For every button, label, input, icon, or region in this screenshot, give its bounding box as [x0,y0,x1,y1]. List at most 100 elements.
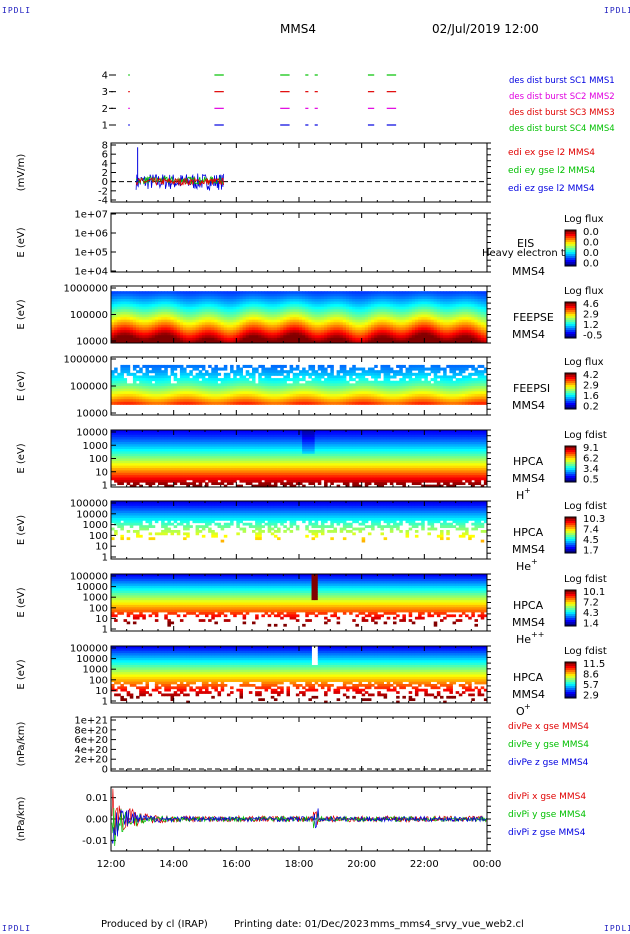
feepsi-cell [364,380,369,384]
feepse-cell [474,317,478,321]
feepsi-cell [273,393,278,397]
feepsi-cell [283,388,287,392]
feepse-cell [299,306,303,310]
feepse-cell [443,327,447,331]
feepse-cell [339,304,344,308]
feepse-cell [371,291,375,295]
feepse-cell [245,309,250,313]
feepse-cell [154,296,159,300]
feepse-cell [239,309,243,313]
feepse-cell [230,309,234,313]
feepse-cell [330,304,334,308]
feepsi-cell [154,370,159,374]
feepse-cell [176,314,181,318]
feepse-cell [383,309,388,313]
feepse-cell [367,337,372,341]
feepsi-cell [145,370,149,374]
feepse-cell [123,332,128,336]
feepsi-cell [205,396,209,400]
feepse-cell [223,296,228,300]
hpca_h-cell [158,460,162,464]
feepse-cell [430,319,435,323]
feepsi-cell [205,391,209,395]
hpca_h-cell [132,468,137,471]
feepse-cell [299,296,303,300]
feepse-cell [355,298,359,302]
feepse-cell [183,327,187,331]
feepsi-cell [314,372,319,376]
feepse-cell [418,335,422,339]
feepse-cell [176,306,181,310]
feepse-cell [142,296,146,300]
hpca_h-cell [189,434,193,438]
feepse-cell [377,314,381,318]
feepsi-cell [245,370,250,374]
feepse-cell [446,293,450,297]
feepse-cell [280,291,284,295]
feepse-cell [236,311,240,315]
feepsi-cell [255,399,259,403]
feepse-cell [205,324,209,328]
feepse-cell [270,304,275,308]
feepse-cell [142,335,146,339]
feepse-cell [258,327,262,331]
feepsi-cell [358,367,363,371]
feepsi-cell [230,399,234,403]
hpca_h-cell [123,458,128,462]
feepsi-cell [458,393,463,397]
feepsi-cell [474,383,478,387]
eis-colorbar-cell [565,238,576,241]
feepse-cell [396,330,400,334]
feepsi-cell [164,399,168,403]
feepse-cell [474,332,478,336]
feepsi-cell [277,372,281,376]
feepse-cell [421,306,425,310]
feepsi-cell [418,380,422,384]
feepse-cell [248,317,253,321]
feepsi-ytick-label: 1000000 [63,355,108,366]
feepse-cell [367,291,372,295]
feepse-cell [358,296,363,300]
feepse-cell [286,327,290,331]
feepsi-cell [377,399,381,403]
feepsi-cell [455,386,460,390]
feepsi-cell [245,383,250,387]
hpca_h-cell [161,460,165,464]
feepse-cell [355,304,359,308]
feepse-cell [465,319,469,323]
feepse-cell [443,324,447,328]
feepse-cell [170,330,175,334]
feepsi-cell [167,401,171,405]
feepse-cell [421,322,425,326]
feepse-cell [399,332,403,336]
feepsi-cell [270,383,275,387]
feepsi-cell [139,393,143,397]
feepsi-cell [458,372,463,376]
feepse-cell [314,314,319,318]
feepse-cell [176,335,181,339]
feepse-cell [430,309,435,313]
feepsi-colorbar-cell [565,399,576,402]
feepsi-cell [336,383,341,387]
feepsi-cell [302,386,306,390]
feepse-cell [483,340,488,344]
feepsi-cell [314,386,319,390]
feepse-cell [389,314,394,318]
feepsi-cell [277,383,281,387]
feepsi-cell [339,393,344,397]
hpca_h-cell [145,451,149,455]
feepse-cell [352,293,356,297]
hpca_h-cell [173,434,178,438]
hpca_h-cell [139,460,143,464]
feepse-cell [258,335,262,339]
hpca_h-cell [142,444,146,448]
feepsi-cell [480,375,485,379]
feepse-cell [336,296,341,300]
hpca_h-cell [123,475,128,478]
feepsi-cell [245,399,250,403]
feepse-cell [380,327,384,331]
feepsi-cell [339,364,344,368]
feepsi-cell [302,375,306,379]
hpca_h-cell [132,449,137,452]
feepsi-cell [364,393,369,397]
